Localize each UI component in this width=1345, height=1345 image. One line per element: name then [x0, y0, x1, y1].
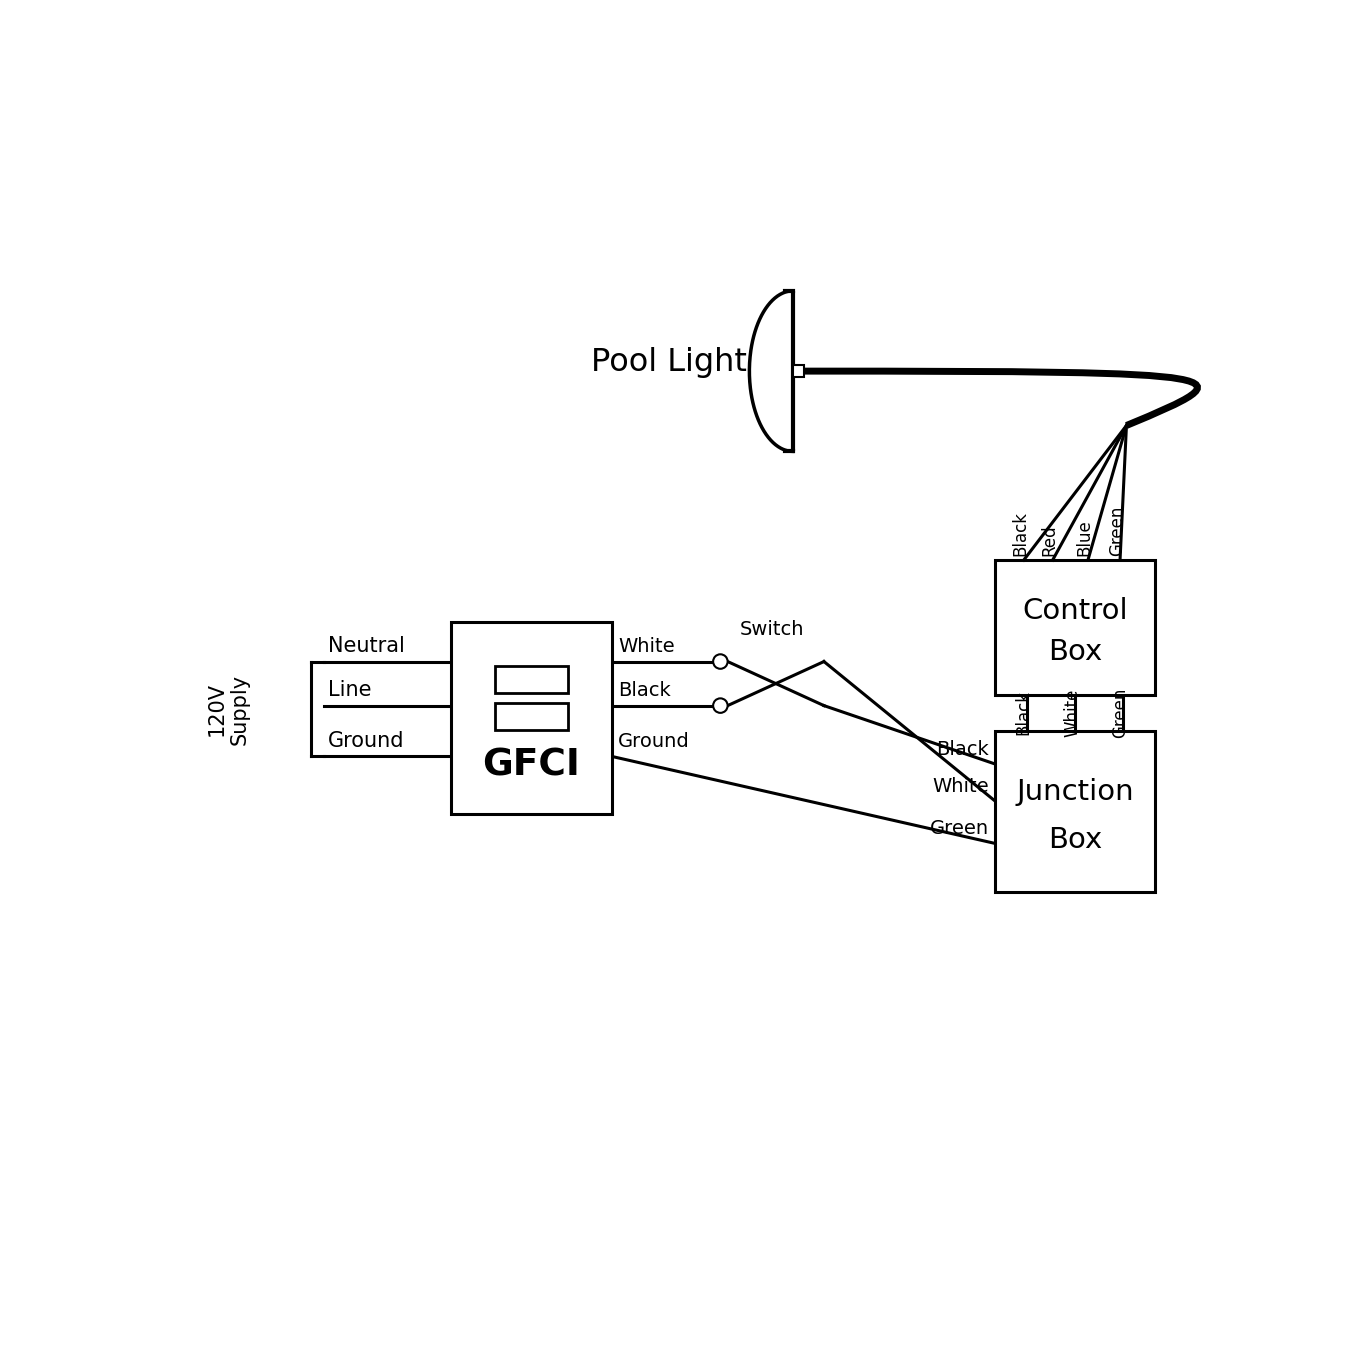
Text: Green: Green [929, 819, 989, 838]
Text: White: White [932, 776, 989, 796]
Text: Box: Box [1048, 826, 1102, 854]
Text: Blue: Blue [1076, 519, 1093, 555]
Text: Pool Light: Pool Light [590, 347, 746, 378]
FancyBboxPatch shape [451, 623, 612, 814]
Text: Ground: Ground [328, 732, 405, 752]
Text: Green: Green [1111, 687, 1130, 738]
Text: Black: Black [936, 740, 989, 759]
Text: White: White [1063, 689, 1081, 737]
Text: Line: Line [328, 681, 371, 701]
Text: Neutral: Neutral [328, 636, 405, 656]
Text: White: White [617, 638, 674, 656]
Text: Red: Red [1041, 525, 1059, 555]
Text: Box: Box [1048, 638, 1102, 666]
Text: Black: Black [1015, 690, 1033, 736]
Text: 120V
Supply: 120V Supply [207, 674, 250, 745]
Text: GFCI: GFCI [483, 748, 580, 784]
FancyBboxPatch shape [995, 732, 1155, 892]
FancyBboxPatch shape [495, 666, 568, 693]
FancyBboxPatch shape [495, 702, 568, 729]
Text: Black: Black [617, 682, 671, 701]
Text: Black: Black [1011, 511, 1030, 555]
Text: Green: Green [1108, 506, 1126, 555]
FancyBboxPatch shape [995, 560, 1155, 695]
Text: Junction: Junction [1017, 777, 1134, 806]
Circle shape [713, 654, 728, 668]
FancyBboxPatch shape [794, 366, 804, 377]
Text: Control: Control [1022, 597, 1128, 625]
Text: Switch: Switch [740, 620, 804, 639]
Circle shape [713, 698, 728, 713]
Text: Ground: Ground [617, 732, 690, 752]
